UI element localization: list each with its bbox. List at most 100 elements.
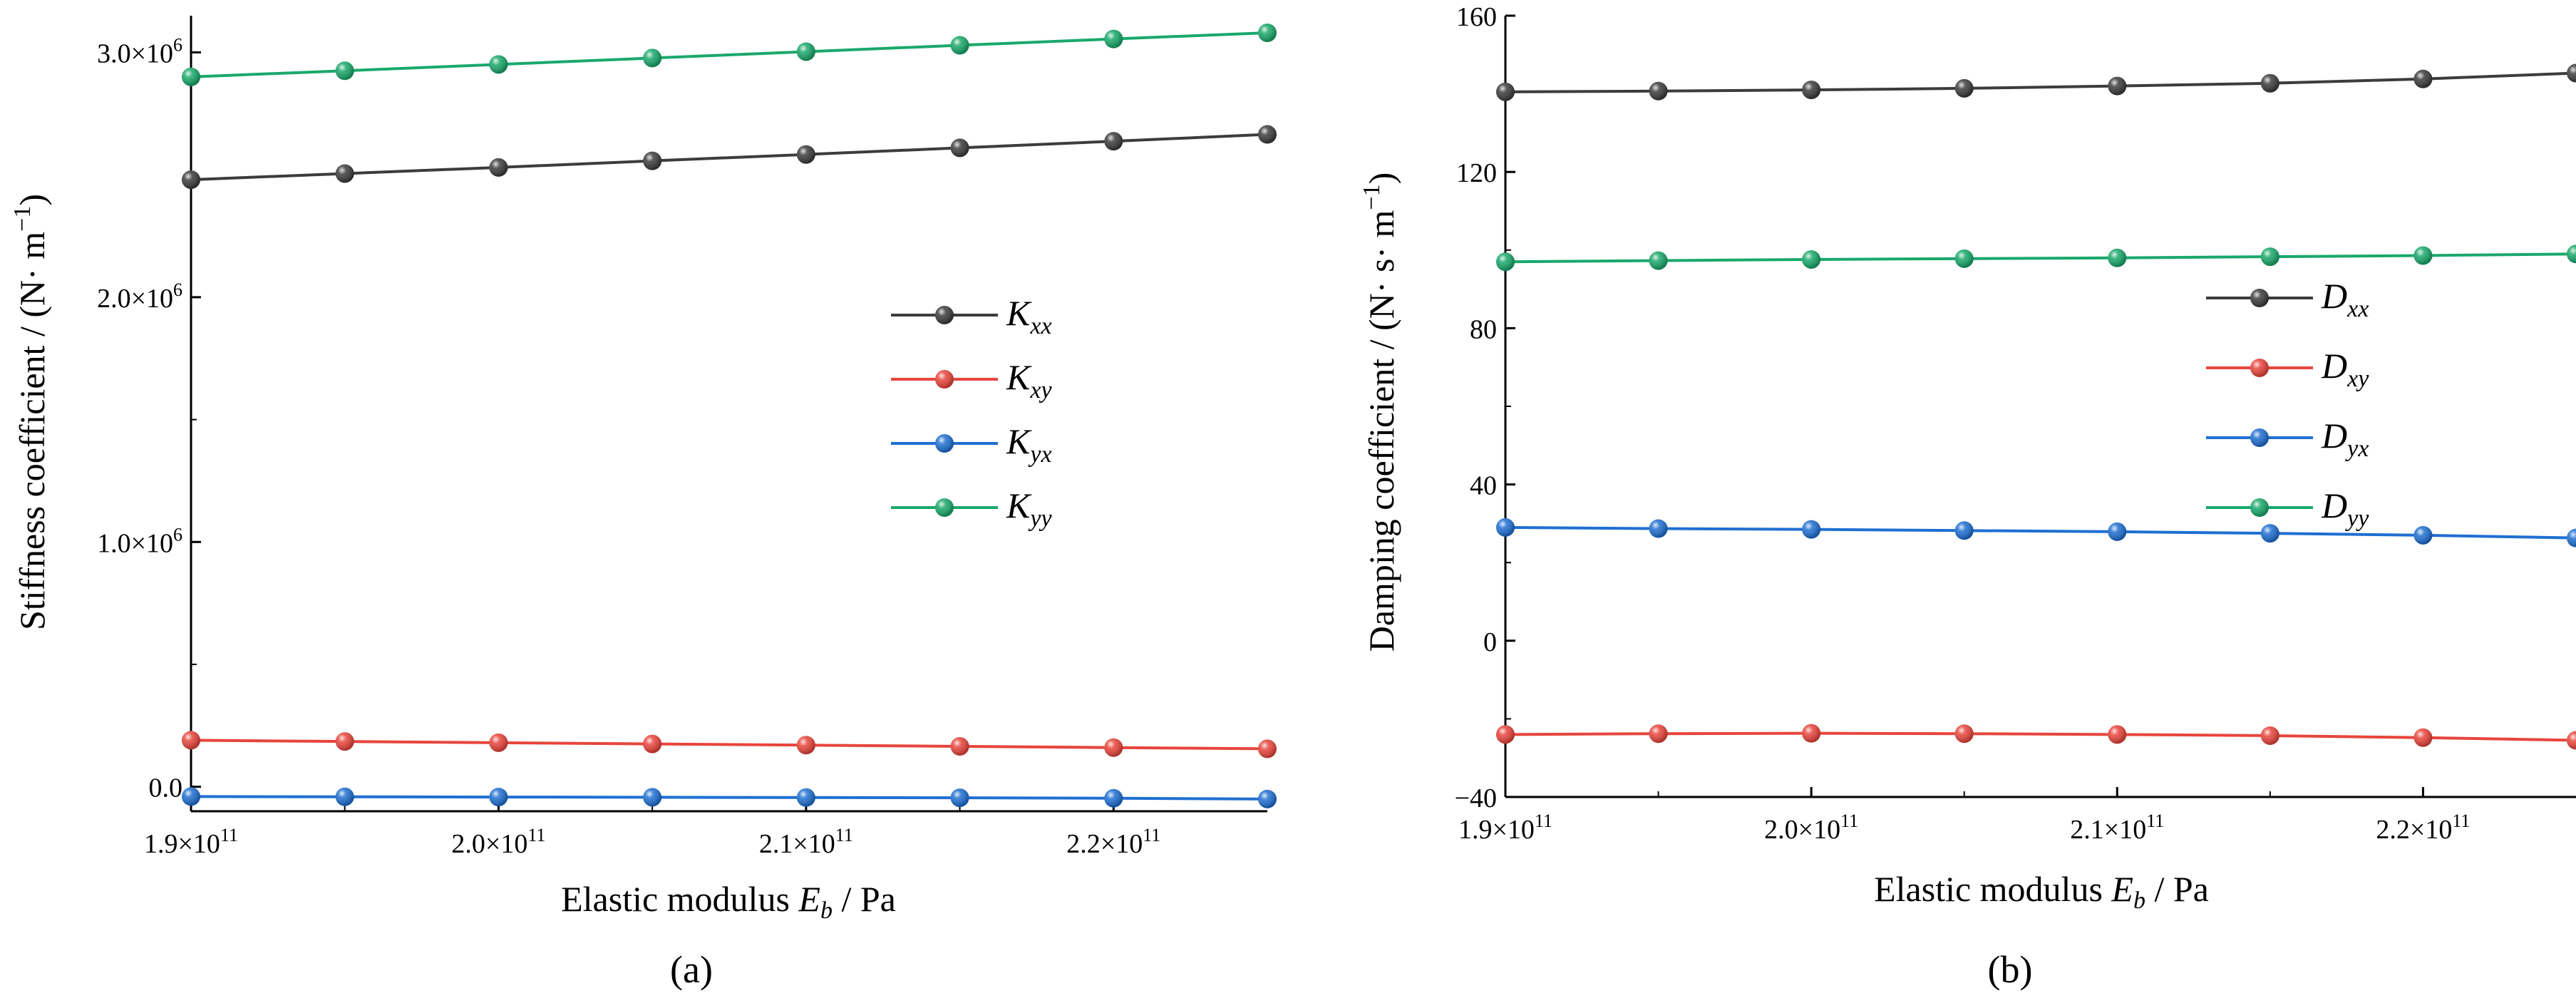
- data-point-shine: [1104, 788, 1123, 808]
- legend-label-Dyx: Dyx: [2321, 416, 2369, 462]
- data-point-shine: [1496, 252, 1515, 272]
- data-point-shine: [2260, 247, 2279, 267]
- data-point-shine: [182, 170, 200, 190]
- data-point-shine: [1802, 81, 1821, 100]
- data-point-shine: [2108, 248, 2127, 267]
- legend-label-Kyy: Kyy: [1006, 485, 1052, 532]
- data-point-shine: [1649, 724, 1668, 744]
- data-point-shine: [1496, 518, 1515, 537]
- data-point-shine: [1104, 738, 1123, 757]
- data-point-shine: [2260, 73, 2279, 93]
- legend-label-Kxy: Kxy: [1006, 357, 1052, 403]
- data-point-shine: [2260, 524, 2279, 543]
- damping-chart-panel: 1.9×1011 2.0×1011 2.1×1011 2.2×1011 −40 0 40 80…: [1359, 2, 2576, 914]
- data-point-shine: [796, 42, 815, 61]
- data-point-shine: [1802, 250, 1821, 269]
- data-point-shine: [489, 158, 508, 177]
- series-Kxx: [182, 125, 1277, 190]
- y-tick-label: 40: [1470, 471, 1497, 501]
- data-point-shine: [2108, 522, 2127, 541]
- legend-marker-shine: [935, 306, 954, 324]
- data-point-shine: [1954, 249, 1974, 268]
- data-point-shine: [950, 138, 969, 158]
- data-point-shine: [950, 788, 969, 808]
- data-point-shine: [1104, 132, 1123, 151]
- data-point-shine: [335, 61, 354, 81]
- data-point-shine: [182, 731, 200, 750]
- x-tick-label: 2.2×1011: [2376, 811, 2470, 845]
- data-point-shine: [643, 734, 662, 753]
- legend-marker-shine: [935, 498, 954, 517]
- y-tick-label: 160: [1456, 2, 1497, 32]
- legend-marker-shine: [935, 370, 954, 389]
- data-point-shine: [950, 36, 969, 55]
- data-point-shine: [2108, 725, 2127, 744]
- data-point-shine: [1258, 125, 1277, 144]
- data-point-shine: [2567, 63, 2576, 83]
- y-tick-label: 3.0×106: [97, 35, 182, 69]
- y-tick-label: 0.0: [149, 773, 183, 803]
- data-point-shine: [182, 67, 200, 86]
- panel-label-a: (a): [670, 948, 713, 991]
- legend-label-Dxx: Dxx: [2321, 276, 2369, 322]
- data-point-shine: [2413, 525, 2433, 545]
- legend-label-Kxx: Kxx: [1006, 293, 1052, 339]
- data-point-shine: [1649, 81, 1668, 101]
- data-point-shine: [1496, 82, 1515, 101]
- data-point-shine: [2260, 726, 2279, 745]
- x-axis-title: Elastic modulus Eb / Pa: [561, 879, 896, 924]
- data-point-shine: [335, 732, 354, 751]
- x-tick-label: 1.9×1011: [144, 825, 238, 859]
- data-point-shine: [335, 164, 354, 183]
- x-tick-label: 2.1×1011: [2070, 811, 2164, 845]
- series-line-Dyx: [1505, 525, 2576, 540]
- data-point-shine: [1496, 725, 1515, 744]
- data-point-shine: [182, 787, 200, 806]
- legend-marker-shine: [935, 434, 954, 453]
- data-point-shine: [2567, 731, 2576, 750]
- data-point-shine: [2567, 528, 2576, 547]
- data-point-shine: [1954, 78, 1974, 98]
- legend-marker-shine: [2250, 289, 2269, 307]
- data-point-shine: [1954, 724, 1974, 744]
- legend-marker-shine: [2250, 428, 2269, 447]
- data-point-shine: [489, 788, 508, 807]
- data-point-shine: [1649, 251, 1668, 270]
- data-point-shine: [489, 733, 508, 752]
- data-point-shine: [1802, 520, 1821, 539]
- series-line-Kyy: [190, 31, 1268, 78]
- x-axis-title: Elastic modulus Eb / Pa: [1874, 869, 2209, 914]
- series-Dyy: [1496, 245, 2576, 272]
- legend-marker-shine: [2250, 359, 2269, 377]
- panel-label-b: (b): [1988, 948, 2033, 991]
- x-tick-label: 2.1×1011: [759, 825, 853, 859]
- stiffness-chart-panel: 1.9×1011 2.0×1011 2.1×1011 2.2×1011 0.0 1.0×1…: [9, 16, 1277, 924]
- data-point-shine: [643, 788, 662, 807]
- x-tick-label: 1.9×1011: [1458, 811, 1552, 845]
- series-Kyx: [182, 787, 1277, 808]
- data-point-shine: [489, 55, 508, 74]
- x-tick-label: 2.0×1011: [1764, 811, 1858, 845]
- data-point-shine: [1258, 789, 1277, 808]
- y-tick-label: 0: [1483, 627, 1497, 657]
- series-Kyy: [182, 24, 1277, 86]
- y-tick-label: 1.0×106: [97, 524, 182, 558]
- legend-label-Dyy: Dyy: [2321, 485, 2369, 532]
- data-point-shine: [2413, 246, 2433, 265]
- data-point-shine: [2567, 245, 2576, 264]
- data-point-shine: [1104, 29, 1123, 48]
- data-point-shine: [2108, 76, 2127, 96]
- data-point-shine: [1258, 739, 1277, 758]
- y-axis-title: Stiffness coefficient / (N· m−1): [9, 194, 52, 630]
- series-line-Dxy: [1505, 731, 2576, 742]
- y-tick-label: −40: [1455, 783, 1497, 813]
- data-point-shine: [643, 151, 662, 170]
- x-tick-label: 2.2×1011: [1066, 825, 1160, 859]
- series-line-Kxy: [190, 739, 1268, 751]
- data-point-shine: [1802, 724, 1821, 743]
- data-point-shine: [796, 736, 815, 755]
- legend: Dxx Dxy Dyx Dyy: [2206, 276, 2369, 532]
- y-tick-label: 80: [1470, 314, 1497, 344]
- data-point-shine: [950, 737, 969, 756]
